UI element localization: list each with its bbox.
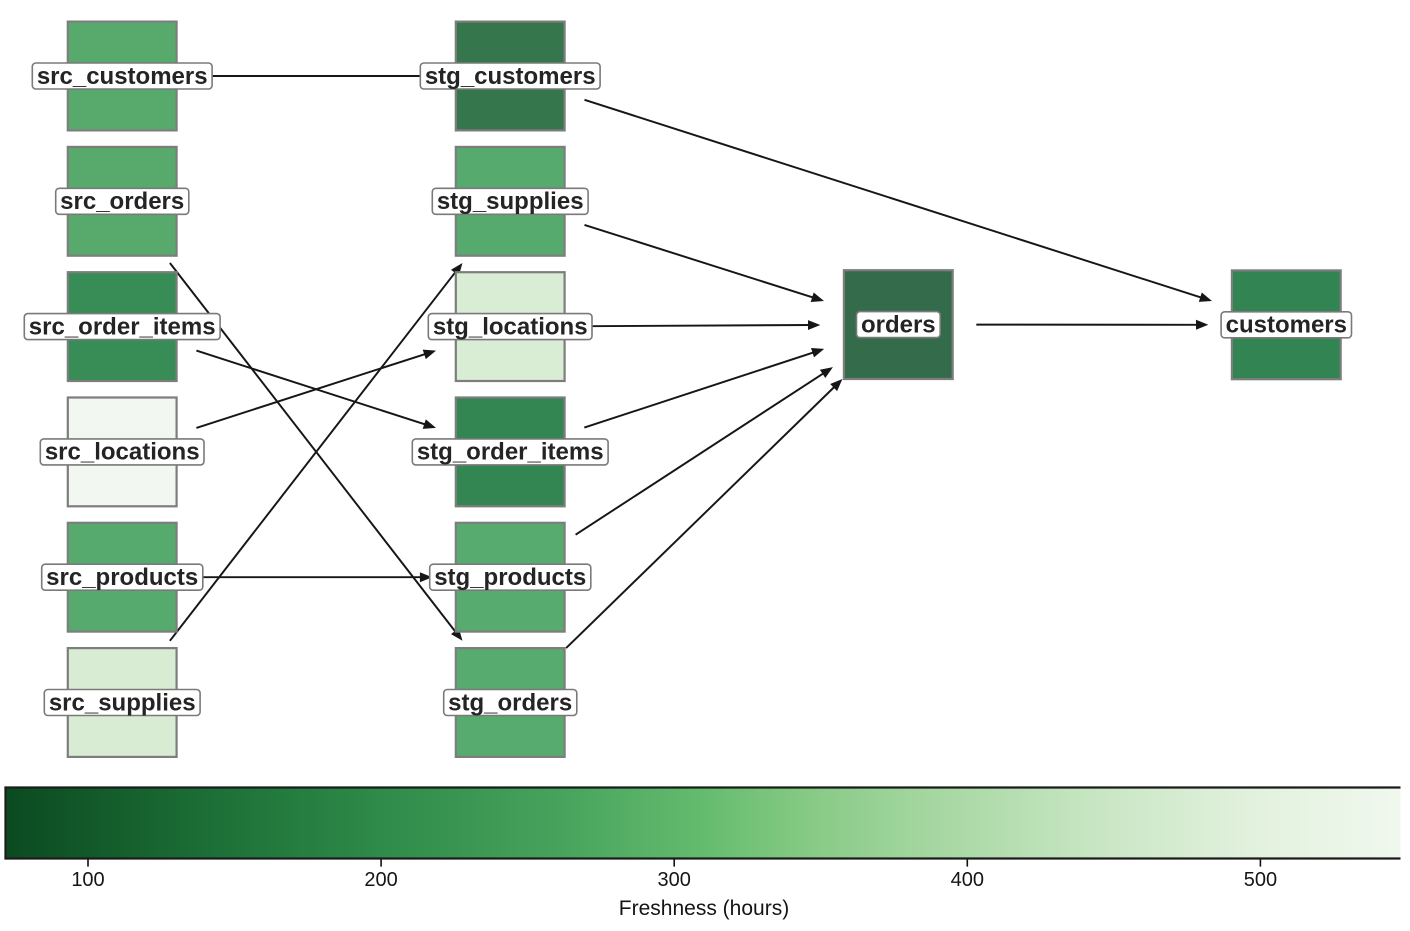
svg-text:src_products: src_products xyxy=(46,564,198,591)
svg-text:src_supplies: src_supplies xyxy=(49,689,196,716)
svg-text:stg_orders: stg_orders xyxy=(448,689,572,716)
svg-text:stg_order_items: stg_order_items xyxy=(417,439,604,466)
svg-text:src_locations: src_locations xyxy=(45,439,200,466)
svg-text:customers: customers xyxy=(1226,312,1347,339)
svg-text:200: 200 xyxy=(364,869,397,891)
svg-text:500: 500 xyxy=(1244,869,1277,891)
svg-text:300: 300 xyxy=(658,869,691,891)
svg-text:stg_customers: stg_customers xyxy=(425,63,596,90)
svg-text:stg_products: stg_products xyxy=(434,564,586,591)
svg-text:stg_locations: stg_locations xyxy=(433,313,588,340)
svg-text:Freshness (hours): Freshness (hours) xyxy=(619,897,789,920)
svg-text:src_customers: src_customers xyxy=(37,63,208,90)
svg-text:src_orders: src_orders xyxy=(60,188,184,215)
svg-text:100: 100 xyxy=(71,869,104,891)
svg-text:stg_supplies: stg_supplies xyxy=(437,188,584,215)
svg-text:400: 400 xyxy=(951,869,984,891)
svg-text:orders: orders xyxy=(861,311,936,338)
svg-text:src_order_items: src_order_items xyxy=(29,313,216,340)
